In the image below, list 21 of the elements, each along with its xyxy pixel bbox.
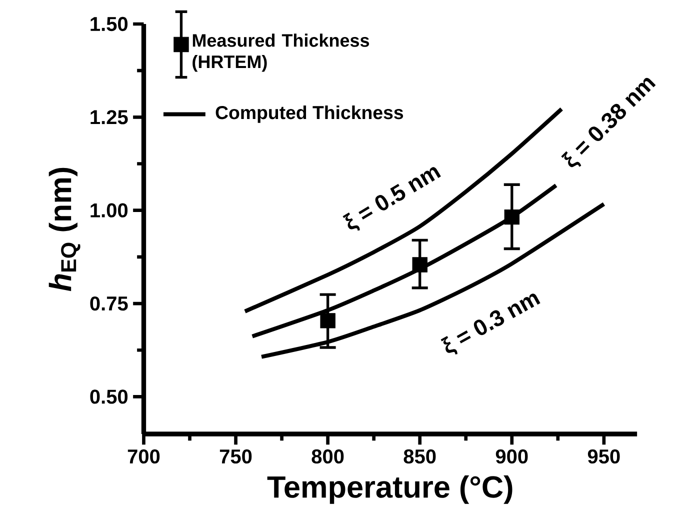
y-tick-label: 0.75 (90, 296, 128, 311)
y-tick-label: 0.50 (90, 390, 128, 404)
y-tick-label: 1.25 (90, 110, 128, 124)
x-tick-label: 950 (588, 449, 620, 464)
annotation: ξ = 0.5 nm (342, 167, 441, 231)
point (504, 209, 520, 225)
x-tick-label: 800 (312, 449, 344, 464)
y-tick-label: 1.50 (90, 16, 128, 32)
y-axis-title: h$_{EQ}$ (nm) (48, 168, 80, 292)
legend-label: Computed Thickness (216, 105, 404, 123)
point (412, 257, 428, 272)
x-tick-label: 850 (404, 449, 436, 464)
x-tick-label: 700 (128, 449, 160, 464)
x-tick-label: 900 (496, 449, 528, 464)
point (320, 313, 336, 328)
annotation: ξ = 0.3 nm (440, 294, 540, 354)
x-axis-title: Temperature (°C) (267, 475, 512, 504)
legend-label: Measured Thickness (HRTEM) (192, 34, 370, 72)
x-tick-label: 750 (220, 449, 252, 464)
y-tick-label: 1.00 (90, 203, 128, 218)
annotation: ξ = 0.38 nm (561, 78, 656, 168)
